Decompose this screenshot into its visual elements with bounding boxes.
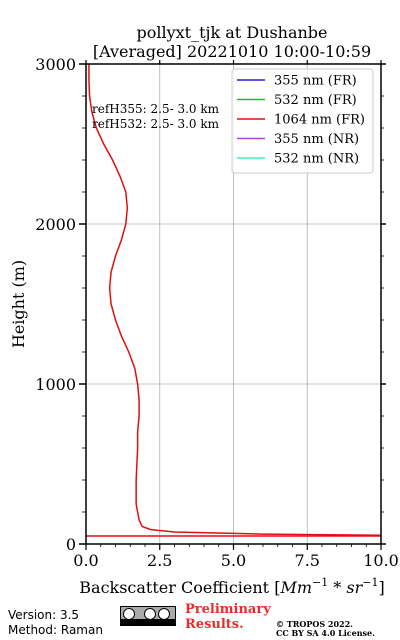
preliminary-line2: Results. bbox=[185, 617, 244, 632]
legend-label-4: 532 nm (NR) bbox=[274, 152, 359, 167]
y-tick-label-0: 0 bbox=[66, 535, 76, 554]
x-axis-label: Backscatter Coefficient [Mm−1 * sr−1] bbox=[79, 576, 384, 597]
legend-label-3: 355 nm (NR) bbox=[274, 132, 359, 147]
y-tick-label-1: 1000 bbox=[35, 375, 76, 394]
preliminary-results-note: Preliminary Results. bbox=[185, 602, 271, 632]
copyright-line2: CC BY SA 4.0 License. bbox=[276, 628, 375, 638]
legend-label-2: 1064 nm (FR) bbox=[274, 113, 365, 128]
axis-ticks: 0.0 2.5 5.0 7.5 10.0 0 1000 2000 3000 bbox=[35, 55, 399, 570]
x-tick-label-3: 7.5 bbox=[295, 551, 320, 570]
series-line-2 bbox=[88, 64, 382, 536]
annotation-refh355: refH355: 2.5- 3.0 km bbox=[92, 102, 220, 116]
legend: 355 nm (FR) 532 nm (FR) 1064 nm (FR) 355 nm… bbox=[231, 68, 374, 174]
legend-box bbox=[231, 68, 374, 174]
legend-label-1: 532 nm (FR) bbox=[274, 93, 357, 108]
copyright-line1: © TROPOS 2022. bbox=[276, 619, 353, 629]
chart-title-line2: [Averaged] 20221010 10:00-10:59 bbox=[93, 42, 371, 61]
version-text: Version: 3.5 bbox=[8, 608, 80, 622]
legend-label-0: 355 nm (FR) bbox=[274, 74, 357, 89]
x-tick-label-1: 2.5 bbox=[147, 551, 172, 570]
x-tick-label-2: 5.0 bbox=[221, 551, 246, 570]
y-tick-label-2: 2000 bbox=[35, 215, 76, 234]
x-tick-label-0: 0.0 bbox=[73, 551, 98, 570]
chart-title-line1: pollyxt_tjk at Dushanbe bbox=[136, 23, 327, 42]
cc-license-logo bbox=[120, 606, 176, 626]
preliminary-line1: Preliminary bbox=[185, 602, 271, 617]
copyright-note: © TROPOS 2022. CC BY SA 4.0 License. bbox=[276, 620, 375, 638]
y-tick-label-3: 3000 bbox=[35, 55, 76, 74]
reference-height-annotations: refH355: 2.5- 3.0 km refH532: 2.5- 3.0 k… bbox=[92, 102, 220, 131]
backscatter-profile-chart: pollyxt_tjk at Dushanbe [Averaged] 20221… bbox=[9, 23, 399, 597]
y-axis-label: Height (m) bbox=[9, 260, 28, 348]
method-text: Method: Raman bbox=[8, 623, 103, 637]
series-layer bbox=[86, 64, 382, 537]
x-tick-label-4: 10.0 bbox=[363, 551, 399, 570]
annotation-refh532: refH532: 2.5- 3.0 km bbox=[92, 117, 220, 131]
